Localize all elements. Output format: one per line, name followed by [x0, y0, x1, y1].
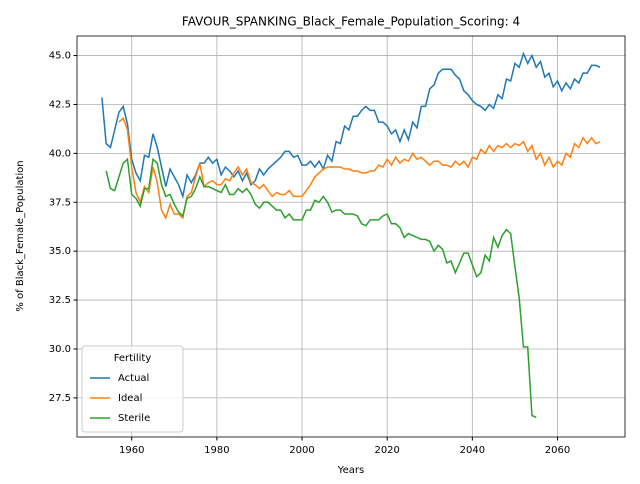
y-tick-label: 40.0 [49, 148, 71, 159]
y-axis-label: % of Black_Female_Population [15, 160, 26, 311]
legend-label: Sterile [118, 413, 150, 424]
chart-title: FAVOUR_SPANKING_Black_Female_Population_… [182, 15, 520, 29]
plot-frame [76, 35, 626, 438]
legend-title: Fertility [114, 353, 152, 364]
series-line [101, 51, 601, 200]
y-tick-label: 45.0 [49, 51, 71, 62]
legend-box [81, 345, 184, 433]
x-tick-label: 1960 [119, 445, 144, 456]
y-tick-label: 42.5 [49, 99, 71, 110]
y-tick-label: 32.5 [49, 295, 71, 306]
x-tick-label: 1980 [204, 445, 229, 456]
y-tick-label: 37.5 [49, 197, 71, 208]
x-tick-label: 2000 [289, 445, 314, 456]
x-tick-label: 2060 [545, 445, 570, 456]
legend-label: Actual [118, 373, 149, 384]
x-tick-label: 2020 [374, 445, 399, 456]
series-line [118, 116, 601, 220]
y-tick-label: 27.5 [49, 393, 71, 404]
x-tick-label: 2040 [460, 445, 485, 456]
legend-label: Ideal [118, 393, 142, 404]
y-tick-label: 35.0 [49, 246, 71, 257]
x-axis-label: Years [337, 465, 364, 476]
series-line [105, 157, 537, 419]
legend: Fertility Actual Ideal Sterile [81, 345, 184, 433]
y-tick-label: 30.0 [49, 344, 71, 355]
